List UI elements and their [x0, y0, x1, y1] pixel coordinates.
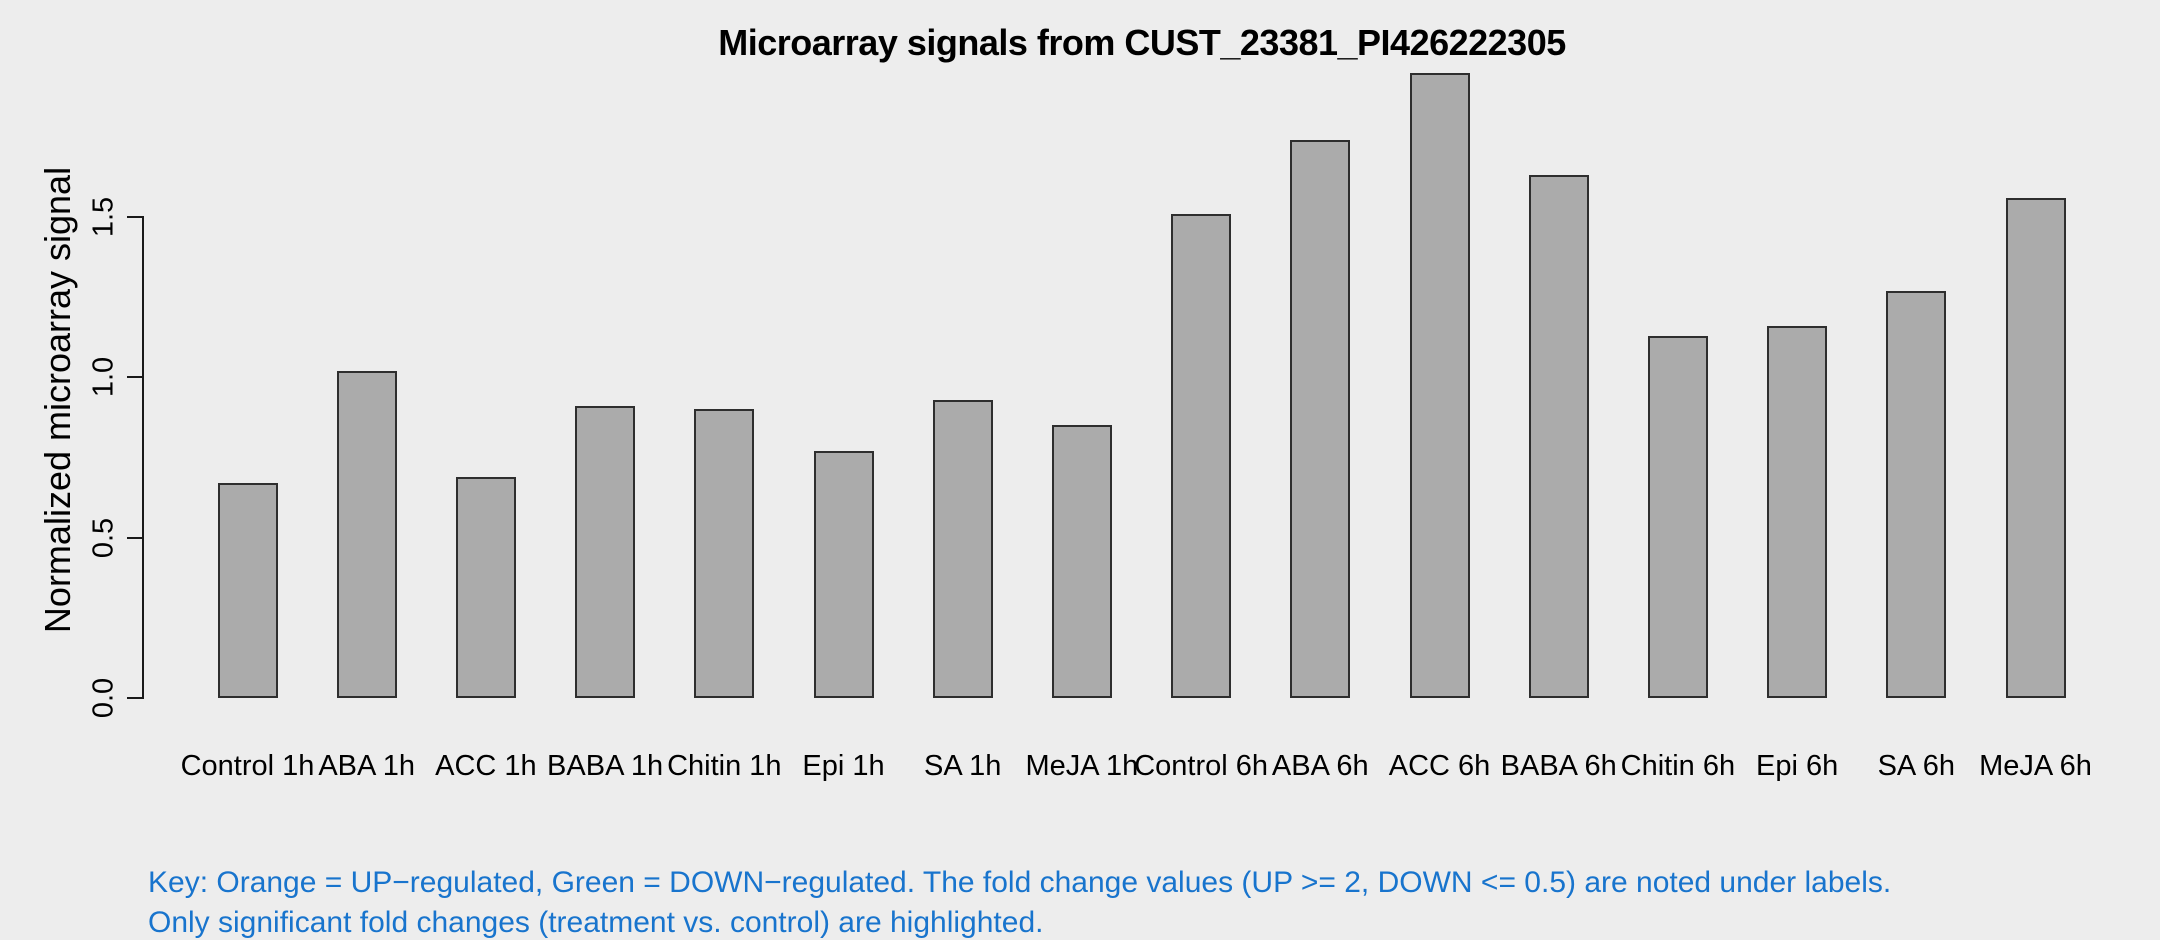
bar-acc-1h [455, 476, 516, 698]
x-label-epi-1h: Epi 1h [802, 750, 885, 782]
key-text-line-2: Only significant fold changes (treatment… [148, 906, 1044, 939]
bar-baba-1h [575, 406, 636, 698]
x-label-acc-1h: ACC 1h [435, 750, 537, 782]
x-label-chitin-1h: Chitin 1h [667, 750, 782, 782]
bar-baba-6h [1528, 175, 1589, 698]
bar-epi-1h [813, 451, 874, 698]
x-label-sa-6h: SA 6h [1877, 750, 1955, 782]
bar-chitin-1h [694, 409, 755, 698]
bar-meja-6h [2005, 197, 2066, 698]
bar-acc-6h [1409, 72, 1470, 698]
x-label-control-1h: Control 1h [180, 750, 315, 782]
x-label-meja-1h: MeJA 1h [1025, 750, 1139, 782]
x-label-meja-6h: MeJA 6h [1979, 750, 2092, 782]
bar-aba-1h [336, 370, 397, 698]
y-tick-label: 0.0 [87, 677, 120, 719]
bar-sa-1h [932, 399, 993, 698]
bar-sa-6h [1886, 290, 1947, 698]
bar-chitin-6h [1647, 335, 1708, 698]
chart-title: Microarray signals from CUST_23381_PI426… [718, 22, 1566, 63]
y-axis-line [142, 215, 144, 699]
y-tick-mark [127, 536, 142, 539]
x-label-epi-6h: Epi 6h [1755, 750, 1839, 782]
y-axis-label: Normalized microarray signal [37, 166, 78, 634]
bar-meja-1h [1051, 425, 1112, 698]
y-tick-mark [127, 697, 142, 699]
x-label-aba-6h: ABA 6h [1271, 750, 1369, 782]
x-label-baba-6h: BABA 6h [1500, 750, 1617, 782]
x-label-control-6h: Control 6h [1134, 750, 1268, 782]
y-tick-mark [127, 215, 142, 218]
x-label-chitin-6h: Chitin 6h [1620, 750, 1736, 782]
x-label-aba-1h: ABA 1h [318, 750, 416, 782]
y-tick-mark [127, 376, 142, 379]
y-tick-label: 1.0 [87, 357, 120, 398]
y-tick-label: 0.5 [87, 517, 120, 558]
bar-epi-6h [1767, 325, 1828, 698]
x-label-acc-6h: ACC 6h [1388, 750, 1491, 782]
bar-control-6h [1171, 213, 1232, 698]
bar-aba-6h [1290, 139, 1351, 698]
key-text-line-1: Key: Orange = UP−regulated, Green = DOWN… [148, 866, 1892, 899]
x-label-baba-1h: BABA 1h [547, 750, 664, 782]
bar-control-1h [217, 483, 278, 698]
x-label-sa-1h: SA 1h [923, 750, 1002, 782]
y-tick-label: 1.5 [87, 196, 120, 238]
